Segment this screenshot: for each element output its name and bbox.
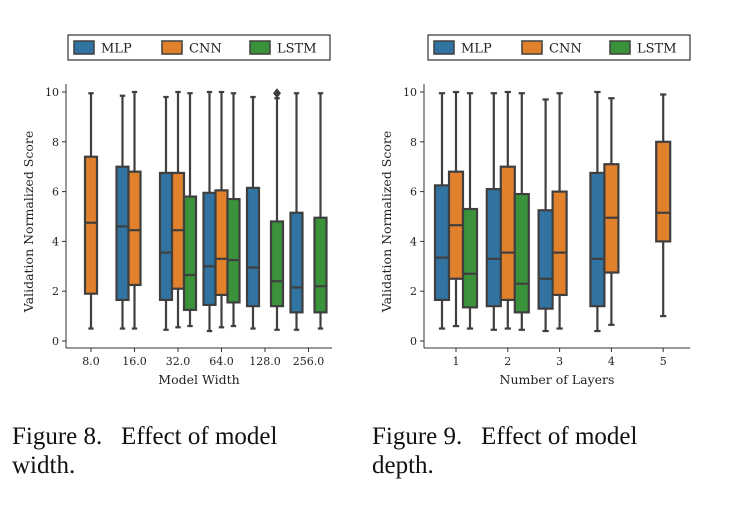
box-iqr: [461, 207, 479, 309]
box-lstm-2: [513, 92, 530, 331]
y-tick-label: 0: [52, 335, 59, 348]
box-mlp-256.0: [289, 92, 304, 331]
box-iqr: [655, 140, 672, 243]
legend-label-lstm: LSTM: [277, 42, 317, 57]
legend-swatch-lstm: [249, 40, 271, 55]
box-iqr: [214, 189, 229, 297]
x-tick-label: 1: [453, 355, 460, 368]
x-tick-label: 3: [556, 355, 563, 368]
box-cnn-2: [499, 90, 516, 330]
x-tick-label: 8.0: [82, 355, 100, 368]
x-tick-label: 256.0: [293, 355, 325, 368]
box-mlp-128.0: [245, 95, 261, 330]
box-mlp-16.0: [115, 94, 130, 330]
x-axis-label: Number of Layers: [500, 372, 615, 387]
legend-frame: [427, 34, 691, 61]
box-lstm-256.0: [313, 92, 328, 330]
box-cnn-16.0: [127, 90, 142, 330]
box-mlp-32.0: [158, 95, 174, 331]
box-iqr: [226, 197, 241, 304]
legend: MLP CNN LSTM: [67, 34, 331, 61]
x-tick-label: 5: [660, 355, 667, 368]
box-lstm-128.0: [269, 88, 285, 331]
box-iqr: [537, 209, 554, 310]
y-tick-label: 10: [45, 86, 59, 99]
y-tick-label: 6: [410, 186, 417, 199]
outlier-marker: [273, 88, 281, 99]
box-lstm-1: [461, 92, 479, 330]
box-iqr: [269, 220, 285, 308]
legend-swatch-cnn: [161, 40, 183, 55]
box-iqr: [127, 170, 142, 287]
figure-8-caption: Figure 8. Effect of model width.: [12, 423, 278, 479]
y-axis-label: Validation Normalized Score: [379, 131, 394, 314]
box-mlp-1: [433, 92, 451, 330]
y-tick-label: 4: [410, 235, 417, 248]
y-tick-label: 6: [52, 186, 59, 199]
legend-swatch-lstm: [609, 40, 631, 55]
box-iqr: [589, 171, 606, 308]
box-cnn-64.0: [214, 90, 229, 329]
x-tick-label: 64.0: [209, 355, 234, 368]
box-iqr: [245, 186, 261, 308]
legend-swatch-mlp: [73, 40, 95, 55]
box-cnn-8.0: [83, 92, 99, 330]
box-mlp-3: [537, 98, 554, 333]
box-mlp-64.0: [202, 90, 217, 333]
box-iqr: [182, 195, 198, 311]
box-iqr: [158, 171, 174, 302]
box-iqr: [513, 192, 530, 314]
x-tick-label: 128.0: [249, 355, 281, 368]
box-cnn-1: [447, 90, 465, 328]
y-tick-label: 2: [52, 285, 59, 298]
x-tick-label: 2: [504, 355, 511, 368]
box-cnn-3: [551, 92, 568, 330]
x-axis-label: Model Width: [158, 372, 239, 387]
legend-label-cnn: CNN: [189, 42, 222, 57]
x-tick-label: 16.0: [122, 355, 147, 368]
box-cnn-5: [655, 93, 672, 318]
legend-frame: [67, 34, 331, 61]
y-tick-label: 8: [52, 136, 59, 149]
y-axis-label: Validation Normalized Score: [21, 131, 36, 314]
y-tick-label: 8: [410, 136, 417, 149]
y-tick-label: 2: [410, 285, 417, 298]
box-mlp-4: [589, 90, 606, 333]
box-lstm-64.0: [226, 92, 241, 328]
box-iqr: [83, 155, 99, 295]
box-iqr: [289, 211, 304, 314]
legend-swatch-mlp: [433, 40, 455, 55]
legend-label-cnn: CNN: [549, 42, 582, 57]
box-cnn-4: [603, 97, 620, 326]
box-iqr: [485, 188, 502, 308]
box-iqr: [433, 184, 451, 302]
figure-9-caption: Figure 9. Effect of model depth.: [372, 423, 638, 479]
x-tick-label: 4: [608, 355, 615, 368]
legend-swatch-cnn: [521, 40, 543, 55]
y-tick-label: 4: [52, 235, 59, 248]
box-cnn-32.0: [170, 90, 186, 329]
legend-label-lstm: LSTM: [637, 42, 677, 57]
legend-label-mlp: MLP: [101, 42, 132, 57]
box-iqr: [202, 191, 217, 306]
legend-label-mlp: MLP: [461, 42, 492, 57]
y-tick-label: 0: [410, 335, 417, 348]
box-iqr: [499, 165, 516, 302]
box-lstm-32.0: [182, 92, 198, 328]
chart-1: 0 2 4 6 8 10 8.0 16.0 32.0 64.0 128.0 256.0 Model Wi…: [21, 34, 332, 387]
box-mlp-2: [485, 92, 502, 331]
legend: MLP CNN LSTM: [427, 34, 691, 61]
x-tick-label: 32.0: [166, 355, 191, 368]
box-iqr: [115, 165, 130, 302]
box-iqr: [313, 216, 328, 314]
y-tick-label: 10: [403, 86, 417, 99]
box-iqr: [551, 190, 568, 297]
